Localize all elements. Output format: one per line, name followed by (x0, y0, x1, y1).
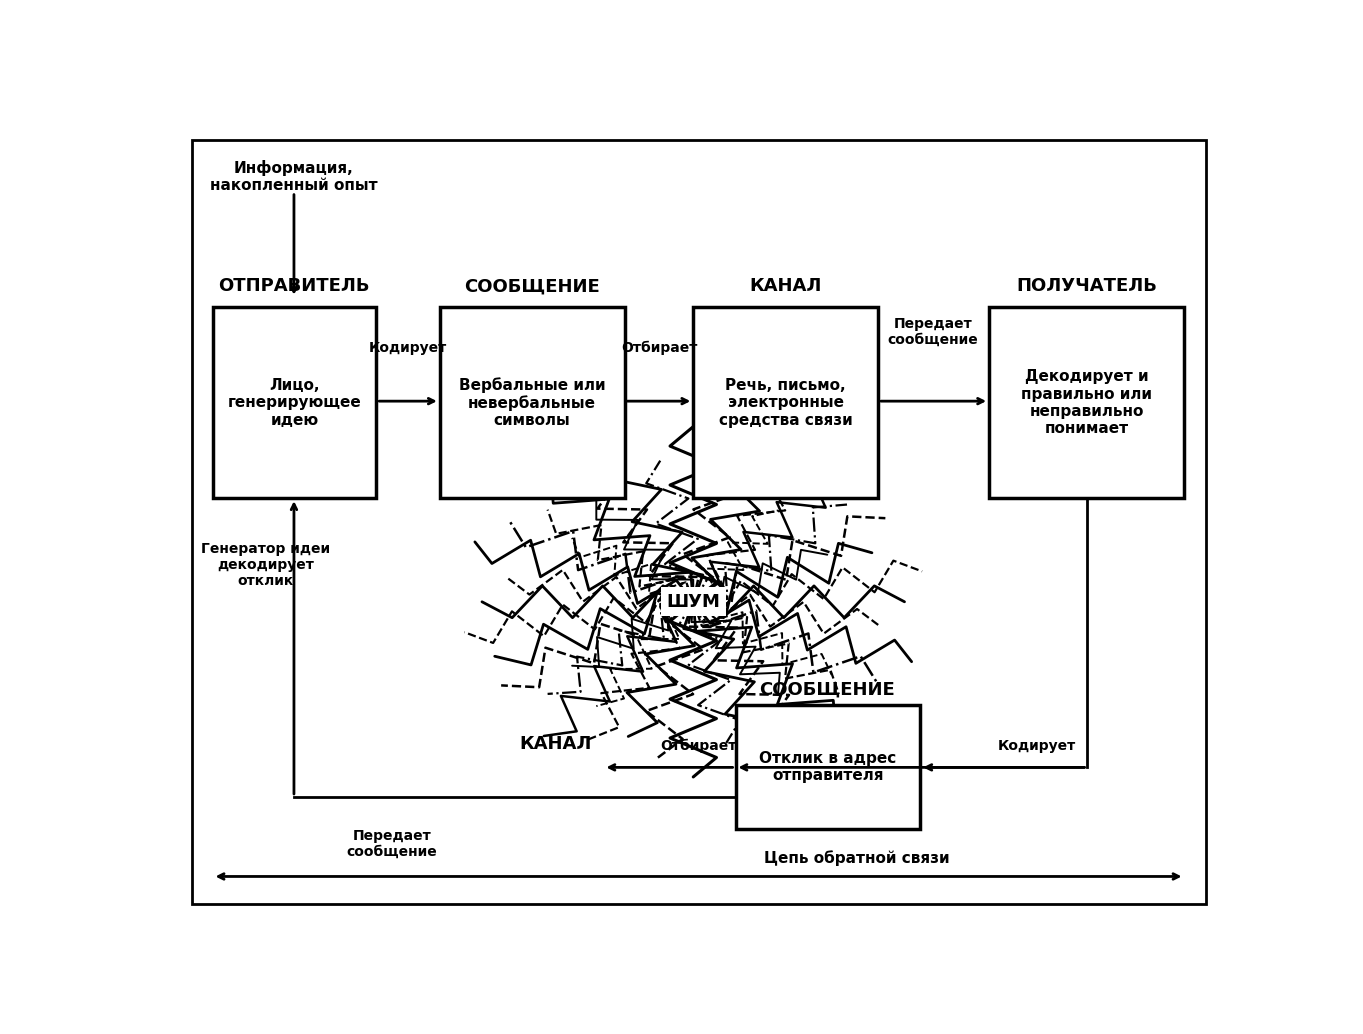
Text: Передает
сообщение: Передает сообщение (346, 828, 438, 859)
Text: Отклик в адрес
отправителя: Отклик в адрес отправителя (759, 751, 897, 783)
Text: КАНАЛ: КАНАЛ (519, 735, 592, 753)
Text: Вербальные или
невербальные
символы: Вербальные или невербальные символы (459, 377, 605, 428)
Text: Цепь обратной связи: Цепь обратной связи (765, 850, 950, 866)
FancyBboxPatch shape (191, 140, 1206, 905)
FancyBboxPatch shape (440, 307, 624, 498)
Text: КАНАЛ: КАНАЛ (750, 277, 822, 296)
Text: Кодирует: Кодирует (998, 739, 1075, 753)
Text: СООБЩЕНИЕ: СООБЩЕНИЕ (759, 681, 895, 699)
FancyBboxPatch shape (736, 705, 920, 828)
Text: Отбирает: Отбирает (660, 738, 737, 753)
FancyBboxPatch shape (694, 307, 878, 498)
Text: Речь, письмо,
электронные
средства связи: Речь, письмо, электронные средства связи (718, 377, 853, 428)
Text: Информация,
накопленный опыт: Информация, накопленный опыт (210, 160, 378, 193)
Text: Генератор идеи
декодирует
отклик: Генератор идеи декодирует отклик (200, 542, 330, 588)
Text: Лицо,
генерирующее
идею: Лицо, генерирующее идею (228, 377, 361, 428)
Text: ОТПРАВИТЕЛЬ: ОТПРАВИТЕЛЬ (218, 277, 369, 296)
Text: Передает
сообщение: Передает сообщение (887, 316, 979, 347)
Text: СООБЩЕНИЕ: СООБЩЕНИЕ (463, 277, 600, 296)
Text: ПОЛУЧАТЕЛЬ: ПОЛУЧАТЕЛЬ (1017, 277, 1157, 296)
FancyBboxPatch shape (990, 307, 1184, 498)
Text: Декодирует и
правильно или
неправильно
понимает: Декодирует и правильно или неправильно п… (1021, 369, 1152, 436)
Text: Отбирает: Отбирает (622, 340, 698, 355)
Text: Кодирует: Кодирует (369, 341, 447, 355)
FancyBboxPatch shape (213, 307, 376, 498)
Text: ШУМ: ШУМ (667, 592, 720, 611)
